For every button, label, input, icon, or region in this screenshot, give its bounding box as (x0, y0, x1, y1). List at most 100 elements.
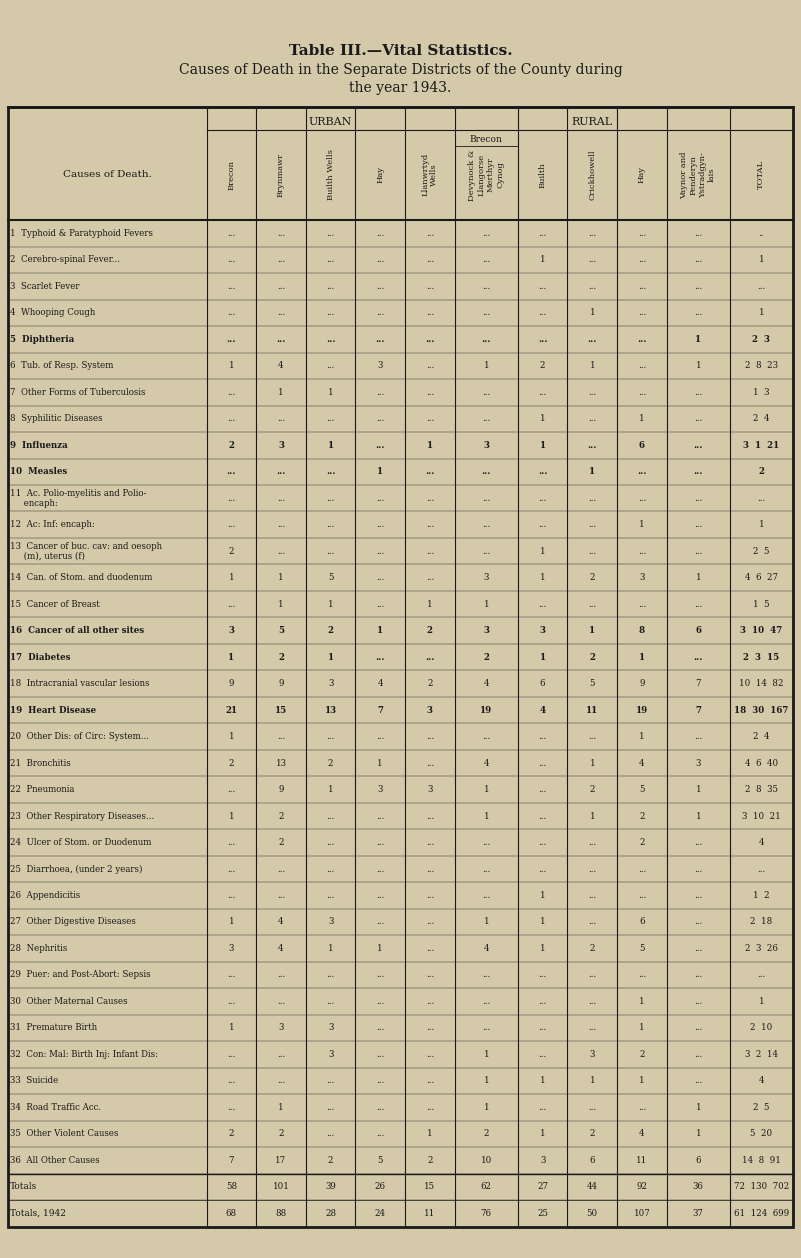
Text: ...: ... (538, 1050, 547, 1059)
Text: ...: ... (588, 335, 597, 343)
Text: 28: 28 (325, 1209, 336, 1218)
Text: ...: ... (538, 600, 547, 609)
Text: ...: ... (482, 864, 490, 873)
Text: ...: ... (694, 732, 702, 741)
Text: 24: 24 (375, 1209, 386, 1218)
Text: 2  8  23: 2 8 23 (745, 361, 778, 370)
Text: 1: 1 (484, 1103, 489, 1112)
Text: 1: 1 (639, 1024, 645, 1033)
Text: ...: ... (425, 811, 434, 820)
Text: 19: 19 (636, 706, 648, 715)
Text: ...: ... (588, 255, 597, 264)
Text: 1: 1 (540, 917, 545, 926)
Text: 1: 1 (377, 626, 383, 635)
Text: 1: 1 (278, 1103, 284, 1112)
Text: 2  Cerebro-spinal Fever...: 2 Cerebro-spinal Fever... (10, 255, 119, 264)
Text: ...: ... (694, 255, 702, 264)
Text: ...: ... (588, 996, 597, 1006)
Text: 9: 9 (639, 679, 645, 688)
Text: ...: ... (482, 493, 490, 503)
Text: ...: ... (376, 864, 384, 873)
Text: 1: 1 (759, 308, 764, 317)
Text: 3: 3 (427, 785, 433, 794)
Text: ...: ... (376, 282, 384, 291)
Text: 7: 7 (695, 706, 701, 715)
Text: RURAL: RURAL (572, 117, 613, 127)
Text: ...: ... (538, 229, 547, 238)
Text: 4  6  27: 4 6 27 (745, 574, 778, 582)
Text: ...: ... (376, 996, 384, 1006)
Text: 21  Bronchitis: 21 Bronchitis (10, 759, 70, 767)
Text: 1: 1 (590, 759, 595, 767)
Text: 2  3: 2 3 (752, 335, 771, 343)
Text: 2: 2 (228, 1130, 234, 1138)
Text: ...: ... (376, 229, 384, 238)
Text: 1: 1 (590, 626, 595, 635)
Text: 5: 5 (278, 626, 284, 635)
Text: 6: 6 (695, 626, 701, 635)
Text: 1: 1 (484, 361, 489, 370)
Text: ...: ... (276, 335, 286, 343)
Text: ...: ... (227, 387, 235, 396)
Text: ...: ... (694, 493, 702, 503)
Text: ...: ... (425, 838, 434, 847)
Text: ...: ... (694, 1050, 702, 1059)
Text: ...: ... (327, 414, 335, 423)
Text: Table III.—Vital Statistics.: Table III.—Vital Statistics. (288, 44, 513, 58)
Text: ...: ... (277, 414, 285, 423)
Text: ...: ... (376, 732, 384, 741)
Text: 1: 1 (695, 1103, 701, 1112)
Text: 7: 7 (377, 706, 383, 715)
Text: 2: 2 (228, 759, 234, 767)
Text: ...: ... (425, 387, 434, 396)
Text: ...: ... (376, 521, 384, 530)
Text: 3  10  21: 3 10 21 (742, 811, 781, 820)
Text: ...: ... (327, 732, 335, 741)
Text: ...: ... (482, 414, 490, 423)
Text: ...: ... (694, 547, 702, 556)
Text: ...: ... (694, 282, 702, 291)
Text: ...: ... (277, 521, 285, 530)
Text: ...: ... (276, 467, 286, 477)
Text: 12  Ac: Inf: encaph:: 12 Ac: Inf: encaph: (10, 521, 95, 530)
Text: ...: ... (327, 1130, 335, 1138)
Text: ...: ... (482, 282, 490, 291)
Text: 3: 3 (328, 1024, 333, 1033)
Text: ...: ... (227, 335, 236, 343)
Text: 4  6  40: 4 6 40 (745, 759, 778, 767)
Text: ...: ... (277, 1077, 285, 1086)
Text: 68: 68 (226, 1209, 237, 1218)
Text: ...: ... (538, 335, 547, 343)
Text: ...: ... (694, 1077, 702, 1086)
Text: ...: ... (538, 1103, 547, 1112)
Text: ...: ... (227, 600, 235, 609)
Text: ...: ... (588, 917, 597, 926)
Text: 1: 1 (427, 600, 433, 609)
Text: 11  Ac. Polio-myelitis and Polio-
     encaph:: 11 Ac. Polio-myelitis and Polio- encaph: (10, 488, 146, 508)
Text: 16  Cancer of all other sites: 16 Cancer of all other sites (10, 626, 143, 635)
Text: 2  5: 2 5 (753, 1103, 770, 1112)
Text: 9: 9 (228, 679, 234, 688)
Text: ...: ... (482, 387, 490, 396)
Text: ...: ... (227, 521, 235, 530)
Text: 18  Intracranial vascular lesions: 18 Intracranial vascular lesions (10, 679, 149, 688)
Text: 24  Ulcer of Stom. or Duodenum: 24 Ulcer of Stom. or Duodenum (10, 838, 151, 847)
Text: 2  8  35: 2 8 35 (745, 785, 778, 794)
Text: Builth: Builth (538, 162, 546, 187)
Text: ...: ... (588, 521, 597, 530)
Text: ...: ... (277, 547, 285, 556)
Text: 1  2: 1 2 (753, 891, 770, 899)
Text: ...: ... (538, 308, 547, 317)
Text: 2: 2 (759, 467, 764, 477)
Text: 23  Other Respiratory Diseases...: 23 Other Respiratory Diseases... (10, 811, 154, 820)
Text: ...: ... (277, 891, 285, 899)
Text: 2  5: 2 5 (753, 547, 770, 556)
Text: ...: ... (425, 1077, 434, 1086)
Text: ...: ... (425, 1050, 434, 1059)
Text: ...: ... (588, 864, 597, 873)
Text: 2: 2 (639, 1050, 645, 1059)
Text: ...: ... (227, 785, 235, 794)
Text: the year 1943.: the year 1943. (349, 81, 452, 94)
Text: 1: 1 (639, 521, 645, 530)
Text: ...: ... (376, 970, 384, 980)
